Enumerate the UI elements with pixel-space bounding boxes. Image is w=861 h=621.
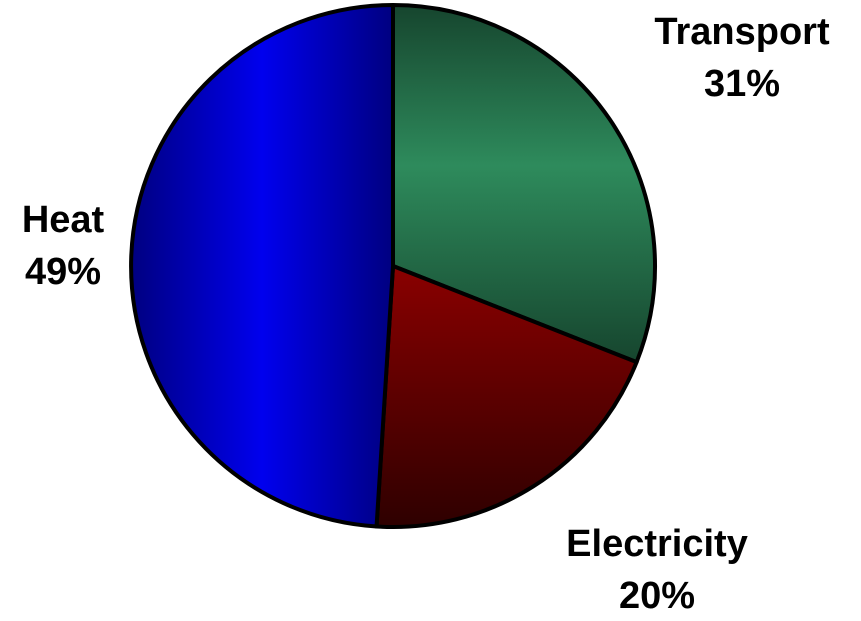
slice-label-electricity: Electricity: [566, 523, 748, 565]
slice-label-transport: Transport: [654, 11, 830, 53]
slice-value-electricity: 20%: [619, 575, 695, 617]
slice-labels: Transport 31% Electricity 20% Heat 49%: [22, 11, 830, 617]
slice-label-heat: Heat: [22, 199, 105, 241]
pie-slice-heat: [129, 3, 395, 529]
pie-slices: [129, 3, 657, 529]
pie-slice-electricity: [374, 264, 639, 529]
slice-value-heat: 49%: [25, 251, 101, 293]
slice-value-transport: 31%: [704, 63, 780, 105]
pie-slice-transport: [391, 3, 657, 365]
